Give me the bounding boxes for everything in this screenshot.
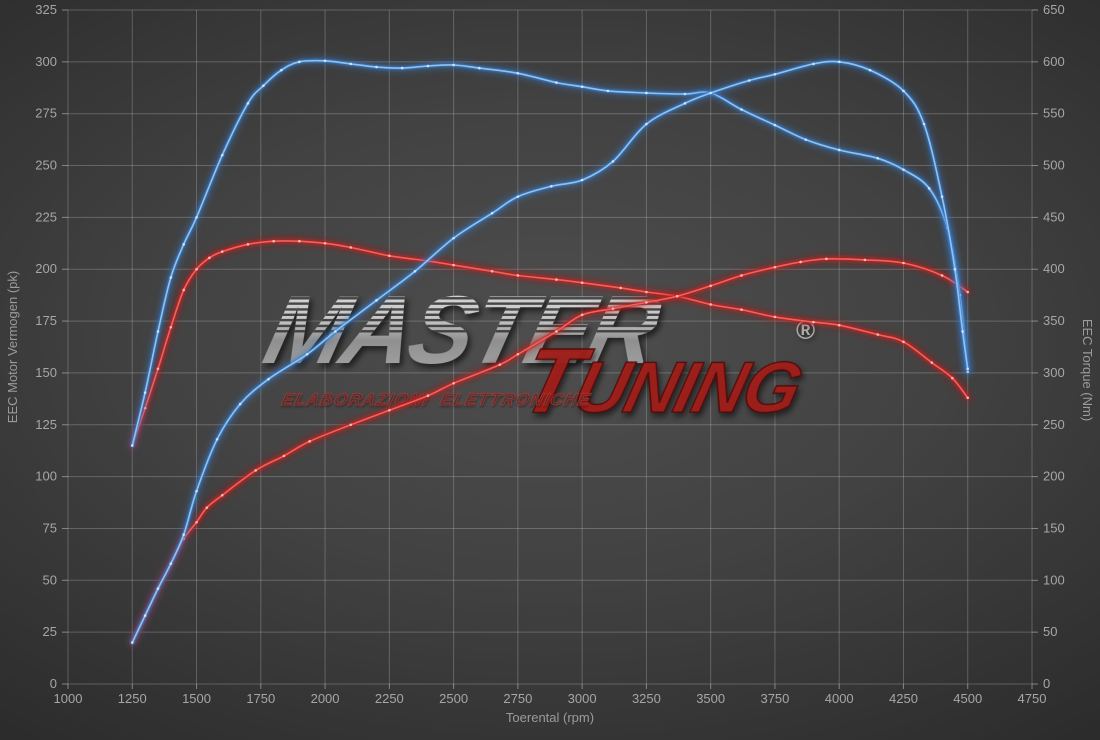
y-left-tick-label-250: 250	[35, 158, 57, 173]
axis-tick-labels: 1000 1250 1500 1750 2000 2250 2500 2750 3000 3250…	[35, 2, 1064, 706]
x-tick-label-1250: 1250	[118, 691, 147, 706]
y-right-tick-label-450: 450	[1043, 209, 1065, 224]
y-right-tick-label-600: 600	[1043, 54, 1065, 69]
y-left-tick-label-150: 150	[35, 365, 57, 380]
x-tick-label-4500: 4500	[953, 691, 982, 706]
x-tick-label-3250: 3250	[632, 691, 661, 706]
x-tick-label-3750: 3750	[760, 691, 789, 706]
x-tick-label-3500: 3500	[696, 691, 725, 706]
y-left-tick-label-0: 0	[50, 676, 57, 691]
x-tick-label-1000: 1000	[54, 691, 83, 706]
y-right-tick-label-650: 650	[1043, 2, 1065, 17]
x-tick-label-4250: 4250	[889, 691, 918, 706]
x-tick-label-3000: 3000	[568, 691, 597, 706]
y-right-tick-label-300: 300	[1043, 365, 1065, 380]
y-right-tick-label-50: 50	[1043, 624, 1057, 639]
y-axis-label-left: EEC Motor Vermogen (pk)	[5, 271, 20, 423]
y-axis-label-right: EEC Torque (Nm)	[1080, 319, 1095, 421]
y-right-tick-label-0: 0	[1043, 676, 1050, 691]
x-tick-label-2750: 2750	[503, 691, 532, 706]
y-left-tick-label-325: 325	[35, 2, 57, 17]
y-left-tick-label-175: 175	[35, 313, 57, 328]
y-left-tick-label-275: 275	[35, 106, 57, 121]
axis-tick-marks	[62, 9, 1038, 689]
y-right-tick-label-550: 550	[1043, 106, 1065, 121]
x-tick-label-4000: 4000	[825, 691, 854, 706]
x-tick-label-2250: 2250	[375, 691, 404, 706]
y-right-tick-label-250: 250	[1043, 417, 1065, 432]
y-left-tick-label-25: 25	[43, 624, 57, 639]
y-right-tick-label-100: 100	[1043, 572, 1065, 587]
y-right-tick-label-150: 150	[1043, 520, 1065, 535]
y-right-tick-label-500: 500	[1043, 158, 1065, 173]
x-tick-label-1500: 1500	[182, 691, 211, 706]
y-left-tick-label-225: 225	[35, 209, 57, 224]
y-right-tick-label-350: 350	[1043, 313, 1065, 328]
y-left-tick-label-50: 50	[43, 572, 57, 587]
y-right-tick-label-200: 200	[1043, 469, 1065, 484]
x-tick-label-1750: 1750	[246, 691, 275, 706]
y-left-tick-label-200: 200	[35, 261, 57, 276]
x-axis-label: Toerental (rpm)	[506, 710, 594, 725]
gridlines	[67, 9, 1033, 685]
y-left-tick-label-300: 300	[35, 54, 57, 69]
x-tick-label-2000: 2000	[311, 691, 340, 706]
y-right-tick-label-400: 400	[1043, 261, 1065, 276]
y-left-tick-label-75: 75	[43, 520, 57, 535]
y-left-tick-label-125: 125	[35, 417, 57, 432]
y-left-tick-label-100: 100	[35, 469, 57, 484]
x-tick-label-4750: 4750	[1018, 691, 1047, 706]
x-tick-label-2500: 2500	[439, 691, 468, 706]
